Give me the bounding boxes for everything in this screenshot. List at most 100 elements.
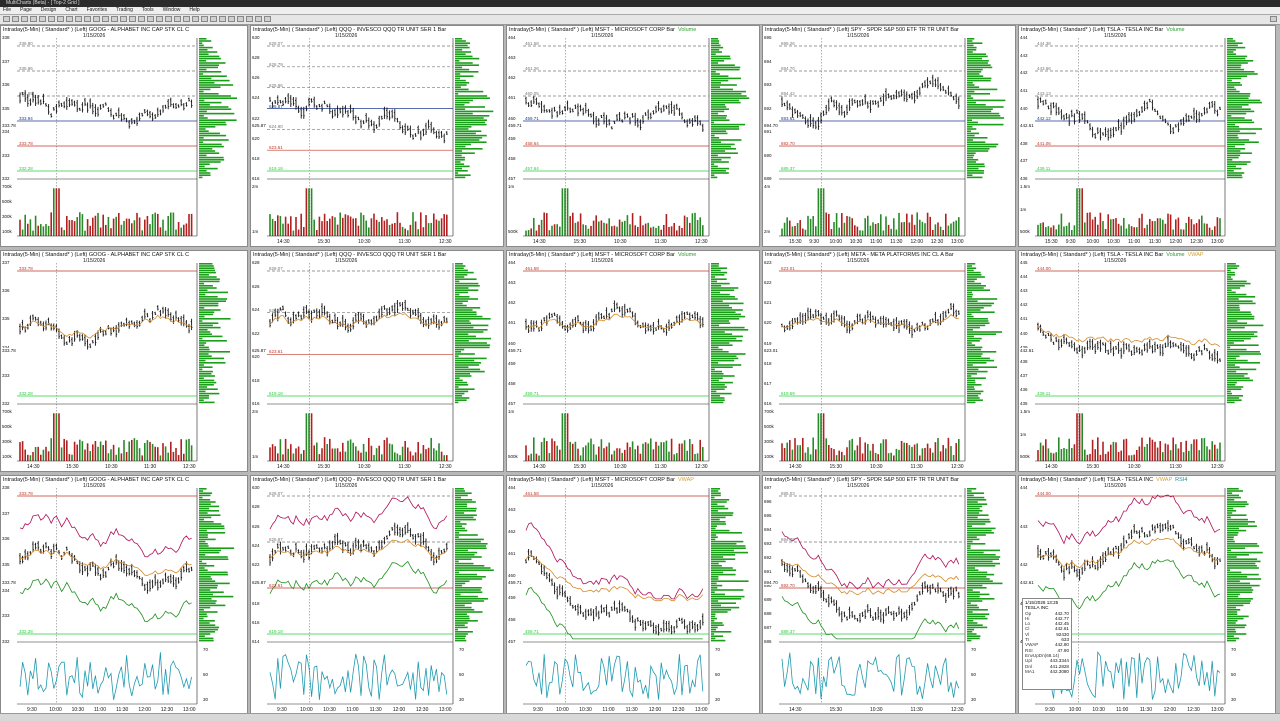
price-tick: 459 <box>508 136 516 141</box>
toolbar-button[interactable] <box>21 16 28 22</box>
chart-panel-p1[interactable]: Intraday(5-Min) ( Standard* ) (Left) GOO… <box>0 25 248 247</box>
menu-item-design[interactable]: Design <box>41 7 57 13</box>
menu-item-favorites[interactable]: Favorites <box>87 7 108 13</box>
toolbar-button[interactable] <box>57 16 64 22</box>
price-tick: 460 <box>508 573 516 578</box>
price-chart[interactable] <box>763 476 1016 715</box>
time-tick: 11:00 <box>870 239 882 245</box>
price-tick: 626 <box>252 284 260 289</box>
toolbar-button[interactable] <box>129 16 136 22</box>
subpane-tick: 500k <box>2 424 12 429</box>
toolbar-button[interactable] <box>228 16 235 22</box>
chart-panel-p14[interactable]: Intraday(5-Min) ( Standard* ) (Left) SPY… <box>762 475 1016 715</box>
toolbar-button[interactable] <box>174 16 181 22</box>
menu-item-help[interactable]: Help <box>189 7 199 13</box>
chart-panel-p8[interactable]: Intraday(5-Min) ( Standard* ) (Left) MSF… <box>506 250 760 472</box>
price-chart[interactable] <box>251 251 504 472</box>
menu-item-tools[interactable]: Tools <box>142 7 154 13</box>
toolbar-button[interactable] <box>138 16 145 22</box>
time-tick: 14:30 <box>277 464 290 470</box>
price-chart[interactable] <box>1 476 248 715</box>
chart-panel-p4[interactable]: Intraday(5-Min) ( Standard* ) (Left) SPY… <box>762 25 1016 247</box>
toolbar-button[interactable] <box>66 16 73 22</box>
toolbar-button[interactable] <box>39 16 46 22</box>
toolbar-button[interactable] <box>183 16 190 22</box>
chart-panel-p5[interactable]: Intraday(5-Min) ( Standard* ) (Left) TSL… <box>1018 25 1276 247</box>
time-tick: 14:30 <box>789 464 802 470</box>
toolbar-button[interactable] <box>30 16 37 22</box>
data-key: MA1 <box>1025 669 1034 674</box>
toolbar-button[interactable] <box>219 16 226 22</box>
chart-panel-p6[interactable]: Intraday(5-Min) ( Standard* ) (Left) GOO… <box>0 250 248 472</box>
toolbar-button[interactable] <box>165 16 172 22</box>
time-tick: 10:30 <box>870 464 883 470</box>
menu-item-file[interactable]: File <box>3 7 11 13</box>
toolbar-button[interactable] <box>12 16 19 22</box>
toolbar-button[interactable] <box>246 16 253 22</box>
price-tick: 618 <box>252 378 260 383</box>
price-chart[interactable] <box>1019 26 1276 247</box>
subpane-tick: 70 <box>459 647 464 652</box>
menu-item-trading[interactable]: Trading <box>116 7 133 13</box>
price-tick: 444 <box>1020 274 1028 279</box>
toolbar-button[interactable] <box>84 16 91 22</box>
price-chart[interactable] <box>251 476 504 715</box>
price-chart[interactable] <box>507 251 760 472</box>
toolbar-button[interactable] <box>192 16 199 22</box>
price-tick: 437 <box>1020 158 1028 163</box>
toolbar-button[interactable] <box>147 16 154 22</box>
toolbar-button[interactable] <box>210 16 217 22</box>
menu-item-window[interactable]: Window <box>163 7 181 13</box>
price-chart[interactable] <box>507 476 760 715</box>
chart-panel-p12[interactable]: Intraday(5-Min) ( Standard* ) (Left) QQQ… <box>250 475 504 715</box>
price-tick: 459 <box>508 595 516 600</box>
chart-panel-p7[interactable]: Intraday(5-Min) ( Standard* ) (Left) QQQ… <box>250 250 504 472</box>
price-tick: 333 <box>2 373 10 378</box>
price-tick: 457 <box>508 401 516 406</box>
toolbar-button[interactable] <box>255 16 262 22</box>
price-chart[interactable] <box>1 251 248 472</box>
chart-panel-p13[interactable]: Intraday(5-Min) ( Standard* ) (Left) MSF… <box>506 475 760 715</box>
subpane-tick: 2m <box>764 229 770 234</box>
price-chart[interactable] <box>763 26 1016 247</box>
time-tick: 15:30 <box>318 464 331 470</box>
price-chart[interactable] <box>507 26 760 247</box>
menu-item-chart[interactable]: Chart <box>65 7 77 13</box>
toolbar-button[interactable] <box>93 16 100 22</box>
toolbar-button[interactable] <box>75 16 82 22</box>
chart-panel-p2[interactable]: Intraday(5-Min) ( Standard* ) (Left) QQQ… <box>250 25 504 247</box>
level-label: 623.61 <box>269 145 283 150</box>
toolbar-button[interactable] <box>120 16 127 22</box>
chart-panel-p3[interactable]: Intraday(5-Min) ( Standard* ) (Left) MSF… <box>506 25 760 247</box>
price-tick: 444 <box>1020 35 1028 40</box>
price-tick: 443 <box>1020 524 1028 529</box>
toolbar-button[interactable] <box>156 16 163 22</box>
price-tick: 626 <box>252 524 260 529</box>
toolbar-button[interactable] <box>102 16 109 22</box>
level-label: 625.87 <box>269 537 283 542</box>
subpane-tick: 100k <box>2 229 12 234</box>
price-chart[interactable] <box>763 251 1016 472</box>
toolbar-button[interactable] <box>237 16 244 22</box>
price-tick: 690 <box>764 153 772 158</box>
last-price-marker: 333.78 <box>2 348 16 353</box>
chart-panel-p11[interactable]: Intraday(5-Min) ( Standard* ) (Left) GOO… <box>0 475 248 715</box>
menu-bar: File Page Design Chart Favorites Trading Tools… <box>0 7 1280 15</box>
chart-panel-p10[interactable]: Intraday(5-Min) ( Standard* ) (Left) TSL… <box>1018 250 1276 472</box>
price-tick: 618 <box>252 601 260 606</box>
toolbar-button[interactable] <box>3 16 10 22</box>
toolbar-button[interactable] <box>264 16 271 22</box>
menu-item-page[interactable]: Page <box>20 7 32 13</box>
close-icon[interactable] <box>1270 16 1277 22</box>
level-label: 628.07 <box>269 41 283 46</box>
chart-panel-p9[interactable]: Intraday(5-Min) ( Standard* ) (Left) MET… <box>762 250 1016 472</box>
price-chart[interactable] <box>1 26 248 247</box>
toolbar-button[interactable] <box>48 16 55 22</box>
toolbar-button[interactable] <box>201 16 208 22</box>
price-tick: 435 <box>1020 401 1028 406</box>
price-chart[interactable] <box>251 26 504 247</box>
price-chart[interactable] <box>1019 251 1276 472</box>
price-tick: 463 <box>508 507 516 512</box>
price-tick: 464 <box>508 485 516 490</box>
toolbar-button[interactable] <box>111 16 118 22</box>
